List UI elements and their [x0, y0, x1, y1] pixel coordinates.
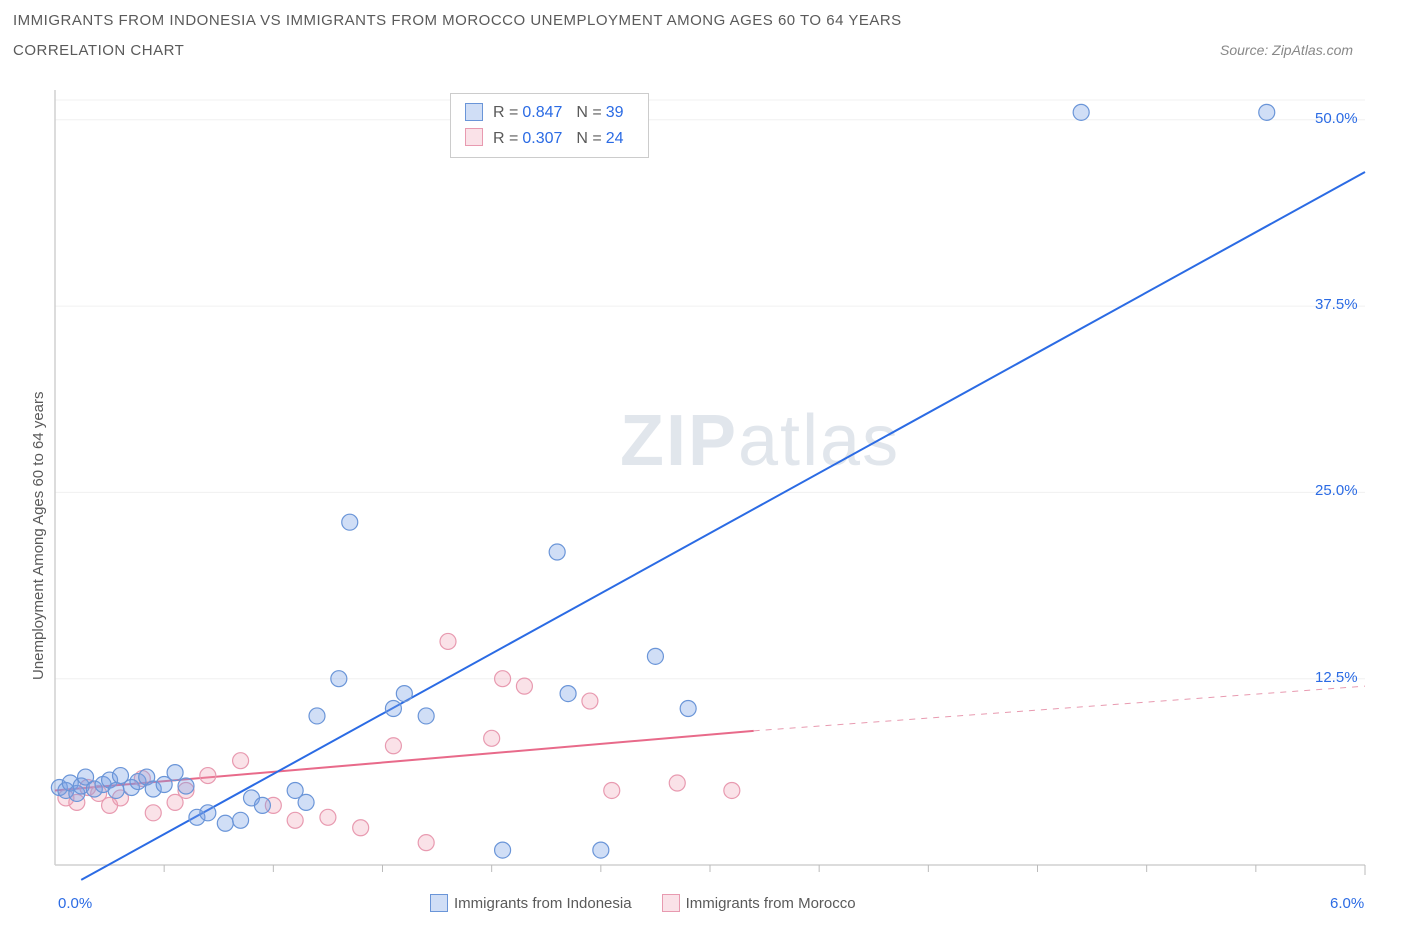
correlation-chart — [0, 0, 1406, 930]
stats-r-key: R = — [493, 100, 518, 126]
stats-row: R =0.307 N =24 — [465, 126, 634, 152]
y-tick-label: 12.5% — [1315, 669, 1358, 686]
legend-label: Immigrants from Indonesia — [454, 895, 632, 912]
stats-swatch — [465, 103, 483, 121]
y-tick-label: 25.0% — [1315, 482, 1358, 499]
legend-label: Immigrants from Morocco — [686, 895, 856, 912]
legend-item: Immigrants from Indonesia — [430, 895, 632, 913]
y-tick-label: 37.5% — [1315, 296, 1358, 313]
stats-swatch — [465, 128, 483, 146]
stats-n-value: 24 — [606, 126, 624, 152]
y-tick-label: 50.0% — [1315, 110, 1358, 127]
legend-bottom: Immigrants from Indonesia Immigrants from… — [430, 895, 856, 913]
legend-swatch — [430, 894, 448, 912]
legend-item: Immigrants from Morocco — [662, 895, 856, 913]
x-axis-end-label: 6.0% — [1330, 895, 1364, 912]
stats-r-value: 0.307 — [522, 126, 562, 152]
stats-n-value: 39 — [606, 100, 624, 126]
stats-n-key: N = — [576, 126, 601, 152]
stats-r-key: R = — [493, 126, 518, 152]
legend-swatch — [662, 894, 680, 912]
x-axis-start-label: 0.0% — [58, 895, 92, 912]
stats-n-key: N = — [576, 100, 601, 126]
stats-row: R =0.847 N =39 — [465, 100, 634, 126]
stats-r-value: 0.847 — [522, 100, 562, 126]
stats-box: R =0.847 N =39R =0.307 N =24 — [450, 93, 649, 158]
